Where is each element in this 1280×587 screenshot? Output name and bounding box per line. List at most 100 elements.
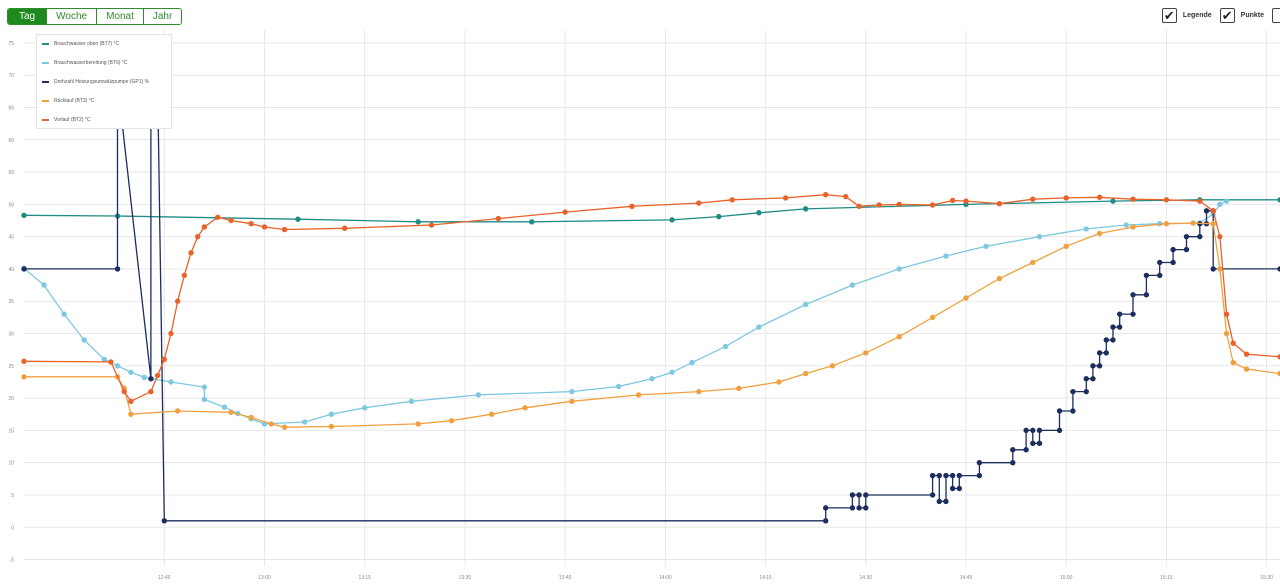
data-point (201, 396, 208, 403)
data-point (1090, 363, 1096, 369)
data-point (161, 518, 167, 524)
x-tick-label: 13:15 (358, 575, 371, 581)
data-point (629, 203, 635, 209)
data-point (522, 405, 528, 411)
data-point (1130, 292, 1136, 298)
data-point (428, 222, 435, 228)
legend-item[interactable]: Drehzahl Heizungsumwälzpumpe (GP1) % (42, 79, 149, 85)
data-point (615, 383, 622, 390)
data-point (1217, 201, 1223, 208)
checkmark-icon: ✔ (1221, 8, 1233, 23)
data-point (181, 272, 188, 279)
data-point (856, 505, 862, 511)
data-point (1036, 440, 1043, 447)
data-point (1183, 233, 1190, 240)
data-point (863, 492, 869, 498)
data-point (215, 214, 221, 220)
data-point (696, 388, 702, 395)
data-point (328, 423, 335, 430)
data-point (1063, 243, 1069, 250)
legend-item[interactable]: Brauchwasserbereitung (BT6) °C (42, 60, 127, 66)
data-point (823, 518, 829, 524)
x-tick-label: 14:30 (860, 575, 873, 581)
legend-toggle[interactable]: ✔ Legende (1161, 8, 1212, 23)
data-point (1030, 259, 1036, 266)
legend-checkbox[interactable]: ✔ (1161, 8, 1177, 23)
legend-item[interactable]: Brauchwasser oben (BT7) °C (42, 41, 119, 47)
data-point (248, 414, 254, 421)
range-button-monat[interactable]: Monat (96, 9, 143, 24)
data-point (1210, 221, 1216, 227)
data-point (1083, 226, 1089, 232)
x-tick-label: 12:45 (158, 575, 171, 581)
data-point (823, 505, 829, 511)
data-point (1143, 272, 1150, 279)
data-point (729, 197, 735, 203)
data-point (669, 217, 675, 223)
data-point (689, 359, 695, 366)
y-tick-label: 65 (8, 105, 14, 111)
data-point (949, 197, 956, 204)
data-point (201, 384, 208, 390)
data-point (856, 203, 862, 209)
data-point (1110, 337, 1116, 343)
data-point (1163, 197, 1170, 203)
data-point (669, 369, 675, 375)
data-point (41, 282, 47, 288)
data-point (114, 363, 121, 369)
data-point (128, 411, 134, 417)
y-tick-label: 55 (8, 170, 14, 176)
data-point (943, 498, 949, 505)
x-tick-label: 14:45 (960, 575, 973, 581)
overflow-checkbox[interactable] (1272, 8, 1280, 23)
legend-item[interactable]: Rücklauf (BT3) °C (42, 98, 94, 104)
data-point (1130, 224, 1136, 230)
data-point (1123, 222, 1130, 228)
points-toggle[interactable]: ✔ Punkte (1219, 8, 1264, 23)
data-point (956, 472, 963, 479)
legend-item[interactable]: Vorlauf (BT2) °C (42, 117, 90, 123)
data-point (635, 392, 642, 398)
data-point (1277, 354, 1280, 360)
x-tick-label: 13:45 (559, 575, 572, 581)
legend-swatch (42, 81, 49, 83)
series-line-0 (23, 199, 1280, 223)
data-point (829, 363, 836, 369)
range-button-woche[interactable]: Woche (46, 9, 97, 24)
data-point (1103, 337, 1109, 343)
points-checkbox[interactable]: ✔ (1219, 8, 1235, 23)
data-point (696, 200, 702, 206)
data-point (1157, 259, 1163, 266)
data-point (963, 295, 969, 301)
x-tick-label: 13:30 (459, 575, 472, 581)
data-point (1010, 447, 1016, 453)
data-point (1230, 340, 1236, 346)
data-point (756, 210, 762, 216)
data-point (1277, 266, 1280, 272)
data-point (876, 202, 882, 208)
data-point (1277, 370, 1280, 377)
data-point (949, 472, 956, 479)
data-point (1083, 376, 1089, 382)
data-point (849, 492, 856, 498)
data-point (1070, 408, 1076, 414)
range-button-tag[interactable]: Tag (8, 9, 47, 24)
data-point (475, 392, 481, 398)
data-point (976, 459, 983, 466)
data-point (949, 485, 956, 492)
data-point (1217, 233, 1223, 240)
range-button-jahr[interactable]: Jahr (142, 9, 182, 24)
data-point (21, 212, 27, 219)
x-tick-label: 14:00 (659, 575, 672, 581)
data-point (495, 215, 502, 222)
data-point (562, 209, 568, 215)
data-point (1277, 197, 1280, 203)
data-point (261, 224, 268, 230)
data-point (1170, 259, 1176, 266)
data-point (21, 374, 27, 380)
data-point (569, 398, 575, 405)
data-point (448, 417, 455, 424)
data-point (1243, 351, 1250, 357)
data-point (1210, 266, 1216, 272)
data-point (996, 201, 1003, 207)
